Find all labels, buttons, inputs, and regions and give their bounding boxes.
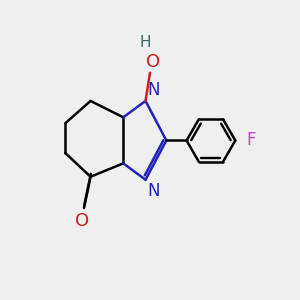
- Text: O: O: [146, 53, 160, 71]
- Text: O: O: [75, 212, 89, 230]
- Text: N: N: [147, 81, 160, 99]
- Text: F: F: [247, 131, 256, 149]
- Text: N: N: [147, 182, 160, 200]
- Text: H: H: [140, 35, 151, 50]
